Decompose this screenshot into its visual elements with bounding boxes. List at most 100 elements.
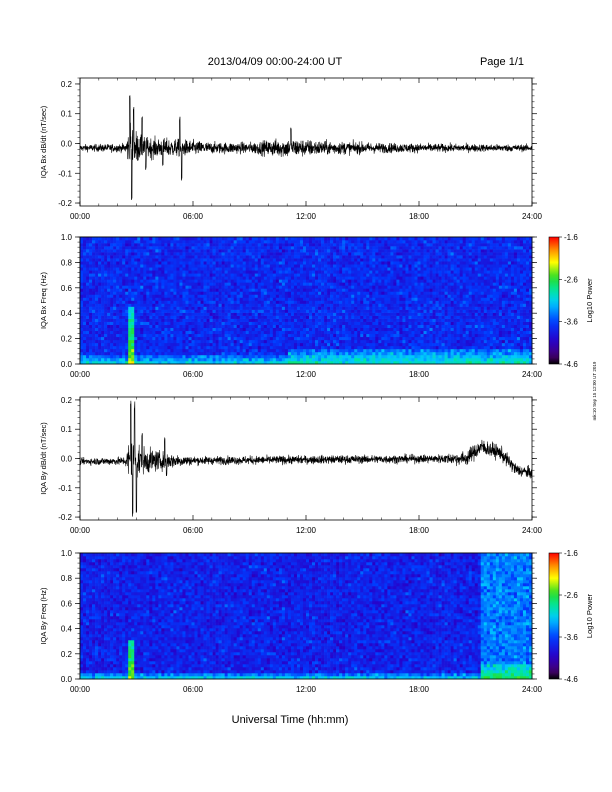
heatmap-cell xyxy=(321,360,325,365)
heatmap-cell xyxy=(98,318,102,322)
heatmap-cell xyxy=(161,252,165,256)
heatmap-cell xyxy=(290,354,295,359)
heatmap-cell xyxy=(318,324,322,329)
heatmap-cell xyxy=(185,321,189,325)
heatmap-cell xyxy=(318,252,322,256)
heatmap-cell xyxy=(83,285,87,289)
heatmap-cell xyxy=(89,261,93,265)
heatmap-cell xyxy=(330,282,334,286)
heatmap-cell xyxy=(257,345,262,350)
heatmap-cell xyxy=(176,240,180,244)
heatmap-cell xyxy=(107,279,111,283)
heatmap-cell xyxy=(402,294,406,298)
heatmap-cell xyxy=(248,240,253,244)
heatmap-cell xyxy=(104,342,108,347)
heatmap-cell xyxy=(170,294,174,298)
heatmap-cell xyxy=(161,324,165,329)
heatmap-cell xyxy=(230,342,234,347)
heatmap-cell xyxy=(155,318,159,322)
heatmap-cell xyxy=(131,264,135,268)
heatmap-cell xyxy=(381,252,385,256)
heatmap-cell xyxy=(236,315,240,319)
heatmap-cell xyxy=(287,282,292,286)
heatmap-cell xyxy=(263,264,268,268)
heatmap-cell xyxy=(179,264,183,268)
heatmap-cell xyxy=(396,315,400,319)
heatmap-cell xyxy=(399,342,403,347)
heatmap-cell xyxy=(272,360,277,365)
heatmap-cell xyxy=(155,321,159,325)
heatmap-cell xyxy=(245,282,250,286)
heatmap-cell xyxy=(149,294,153,298)
heatmap-cell xyxy=(167,345,171,350)
heatmap-cell xyxy=(209,249,213,253)
heatmap-cell xyxy=(411,279,415,283)
heatmap-cell xyxy=(402,258,406,262)
heatmap-cell xyxy=(293,291,298,295)
heatmap-cell xyxy=(417,291,421,295)
heatmap-cell xyxy=(302,249,307,253)
heatmap-cell xyxy=(333,282,337,286)
heatmap-cell xyxy=(218,285,222,289)
heatmap-cell xyxy=(390,321,394,325)
heatmap-cell xyxy=(396,330,400,335)
heatmap-cell xyxy=(387,321,391,325)
heatmap-cell xyxy=(336,297,340,301)
heatmap-cell xyxy=(348,258,352,262)
x-tick-label: 00:00 xyxy=(70,212,91,221)
heatmap-cell xyxy=(98,348,102,353)
heatmap-cell xyxy=(89,282,93,286)
heatmap-cell xyxy=(315,291,319,295)
heatmap-cell xyxy=(146,252,150,256)
heatmap-cell xyxy=(185,312,189,316)
heatmap-cell xyxy=(363,294,367,298)
heatmap-cell xyxy=(194,321,198,325)
heatmap-cell xyxy=(390,309,394,313)
heatmap-cell xyxy=(239,336,244,341)
heatmap-cell xyxy=(245,324,250,329)
heatmap-cell xyxy=(209,339,213,344)
heatmap-cell xyxy=(182,258,186,262)
heatmap-cell xyxy=(260,300,265,304)
heatmap-cell xyxy=(152,270,156,274)
heatmap-cell xyxy=(155,285,159,289)
heatmap-cell xyxy=(378,321,382,325)
heatmap-cell xyxy=(101,291,105,295)
heatmap-cell xyxy=(281,351,286,356)
heatmap-cell xyxy=(342,243,346,247)
heatmap-cell xyxy=(399,240,403,244)
heatmap-cell xyxy=(248,348,253,353)
heatmap-cell xyxy=(357,267,361,271)
heatmap-cell xyxy=(260,357,265,362)
heatmap-cell xyxy=(107,318,111,322)
heatmap-cell xyxy=(227,336,231,341)
heatmap-cell xyxy=(197,258,201,262)
heatmap-cell xyxy=(375,261,379,265)
heatmap-cell xyxy=(236,330,240,335)
heatmap-cell xyxy=(227,306,231,310)
heatmap-cell xyxy=(254,279,259,283)
heatmap-cell xyxy=(83,252,87,256)
heatmap-cell xyxy=(272,261,277,265)
heatmap-cell xyxy=(197,279,201,283)
heatmap-cell xyxy=(296,297,301,301)
heatmap-cell xyxy=(402,252,406,256)
heatmap-cell xyxy=(381,312,385,316)
heatmap-cell xyxy=(402,279,406,283)
heatmap-cell xyxy=(173,264,177,268)
heatmap-cell xyxy=(414,312,418,316)
heatmap-cell xyxy=(345,249,349,253)
heatmap-cell xyxy=(107,237,111,241)
heatmap-cell xyxy=(200,306,204,310)
heatmap-cell xyxy=(164,252,168,256)
heatmap-cell xyxy=(299,300,304,304)
heatmap-cell xyxy=(89,276,93,280)
heatmap-cell xyxy=(224,279,228,283)
heatmap-cell xyxy=(200,351,204,356)
heatmap-cell xyxy=(191,279,195,283)
heatmap-cell xyxy=(293,315,298,319)
heatmap-cell xyxy=(107,246,111,250)
heatmap-cell xyxy=(309,246,313,250)
heatmap-cell xyxy=(393,318,397,322)
heatmap-cell xyxy=(369,315,373,319)
